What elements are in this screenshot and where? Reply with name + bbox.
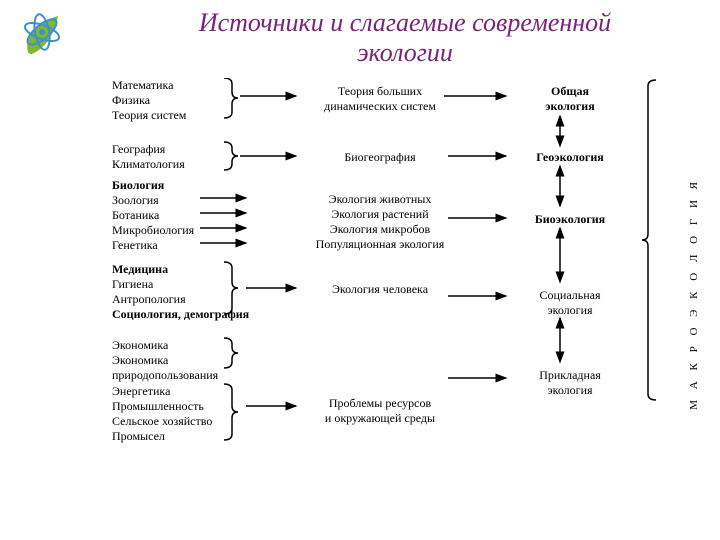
left-item: Ботаника (112, 208, 194, 223)
left-group: БиологияЗоологияБотаникаМикробиологияГен… (112, 178, 194, 253)
right-item: Прикладнаяэкология (510, 368, 630, 398)
left-item: Математика (112, 78, 186, 93)
left-item: Гигиена (112, 277, 249, 292)
title-line1: Источники и слагаемые современной (90, 8, 720, 38)
left-item: Климатология (112, 157, 185, 172)
left-item: Зоология (112, 193, 194, 208)
mid-item: Экология человека (300, 282, 460, 297)
macroecology-label: М А К Р О Э К О Л О Г И Я (688, 178, 700, 410)
right-item: Социальнаяэкология (510, 288, 630, 318)
left-item: Энергетика (112, 384, 212, 399)
left-item: Физика (112, 93, 186, 108)
left-item: Промышленность (112, 399, 212, 414)
left-group: ЭнергетикаПромышленностьСельское хозяйст… (112, 384, 212, 444)
left-item: Промысел (112, 429, 212, 444)
left-item: География (112, 142, 185, 157)
title-line2: экологии (90, 38, 720, 68)
right-item: Геоэкология (510, 150, 630, 165)
left-item: Медицина (112, 262, 249, 277)
mid-item: Проблемы ресурсови окружающей среды (300, 396, 460, 426)
left-item: Теория систем (112, 108, 186, 123)
left-group: МатематикаФизикаТеория систем (112, 78, 186, 123)
mid-item: Экология животныхЭкология растенийЭколог… (300, 192, 460, 252)
left-item: Генетика (112, 238, 194, 253)
right-item: Общаяэкология (510, 84, 630, 114)
left-group: МедицинаГигиенаАнтропологияСоциология, д… (112, 262, 249, 322)
left-item: Микробиология (112, 223, 194, 238)
left-item: Биология (112, 178, 194, 193)
diagram: МатематикаФизикаТеория систем ГеографияКл… (0, 78, 720, 538)
right-item: Биоэкология (510, 212, 630, 227)
mid-item: Биогеография (300, 150, 460, 165)
left-item: Сельское хозяйство (112, 414, 212, 429)
page-title: Источники и слагаемые современной эколог… (90, 8, 720, 68)
mid-item: Теория большихдинамических систем (300, 84, 460, 114)
left-item: Экономика природопользования (112, 353, 262, 383)
left-item: Экономика (112, 338, 262, 353)
left-item: Социология, демография (112, 307, 249, 322)
left-group: ГеографияКлиматология (112, 142, 185, 172)
eco-logo (18, 8, 72, 62)
left-item: Антропология (112, 292, 249, 307)
left-group: ЭкономикаЭкономика природопользования (112, 338, 262, 383)
